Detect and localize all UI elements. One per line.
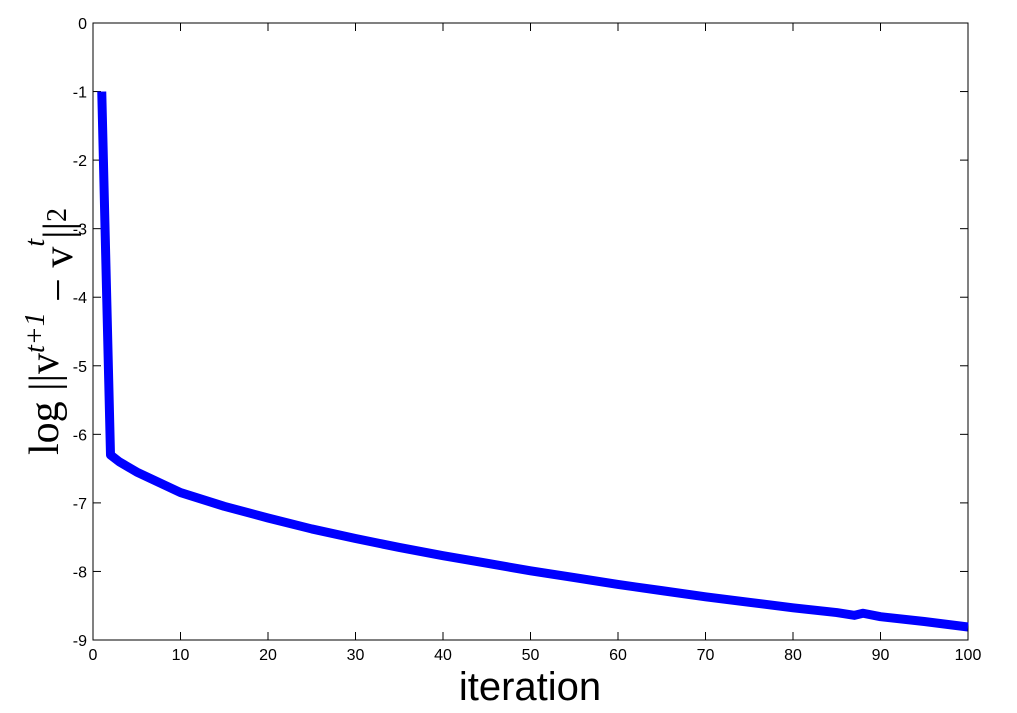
x-tick-label: 100 bbox=[955, 647, 982, 664]
x-tick-label: 60 bbox=[609, 647, 627, 664]
data-line bbox=[97, 91, 969, 632]
y-tick-label: -3 bbox=[73, 222, 87, 239]
y-tick-label: -2 bbox=[73, 153, 87, 170]
y-tick-label: -9 bbox=[73, 633, 87, 650]
x-tick-label: 50 bbox=[522, 647, 540, 664]
y-tick-label: -7 bbox=[73, 496, 87, 513]
x-tick-label: 30 bbox=[347, 647, 365, 664]
y-tick-label: -1 bbox=[73, 85, 87, 102]
y-axis-label-part: t bbox=[20, 238, 51, 247]
y-axis-label-part: log ||v bbox=[22, 353, 68, 455]
y-tick-label: -5 bbox=[73, 359, 87, 376]
x-tick-label: 40 bbox=[434, 647, 452, 664]
plot-area bbox=[92, 22, 969, 641]
x-tick-label: 80 bbox=[784, 647, 802, 664]
x-tick-label: 70 bbox=[697, 647, 715, 664]
x-tick-label: 10 bbox=[172, 647, 190, 664]
y-tick-label: -8 bbox=[73, 564, 87, 581]
y-axis-label-part: 2 bbox=[42, 208, 73, 222]
y-tick-label: 0 bbox=[78, 16, 87, 33]
y-tick-label: -4 bbox=[73, 290, 87, 307]
x-tick-label: 90 bbox=[872, 647, 890, 664]
x-axis-label: iteration bbox=[459, 665, 601, 709]
y-tick-label: -6 bbox=[73, 427, 87, 444]
y-axis-label-part: t+1 bbox=[20, 312, 51, 353]
y-axis-label-part: − v bbox=[36, 247, 82, 313]
x-tick-label: 0 bbox=[89, 647, 98, 664]
y-axis-label: log ||vt+1 − vt||2 bbox=[20, 208, 82, 455]
y-axis-label-part: || bbox=[36, 222, 82, 239]
x-tick-label: 20 bbox=[259, 647, 277, 664]
